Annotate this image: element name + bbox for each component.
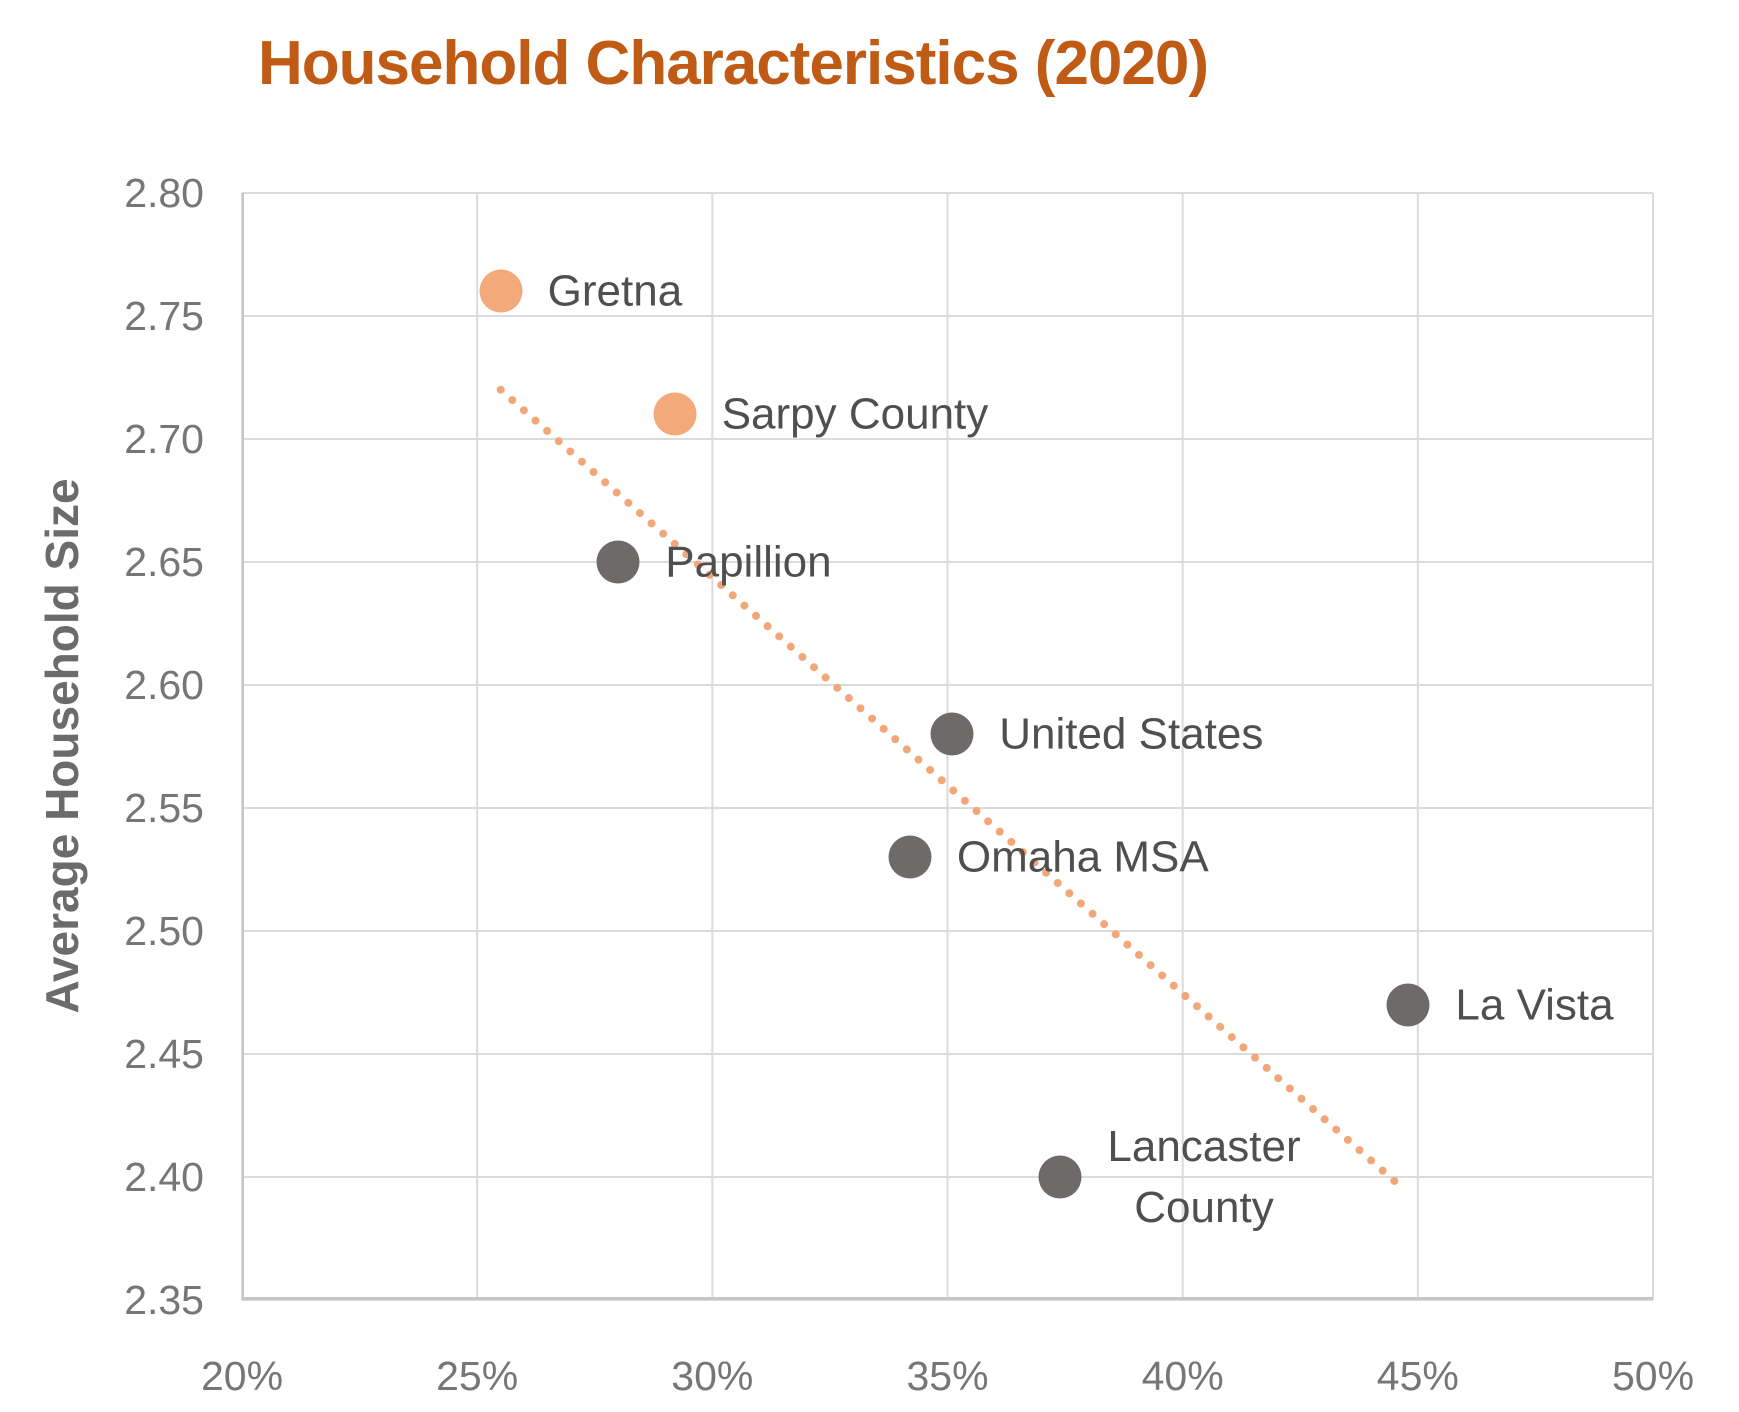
x-tick-label: 45% (1376, 1353, 1459, 1399)
chart-title: Household Characteristics (2020) (258, 29, 1209, 98)
y-tick-label: 2.55 (124, 785, 204, 831)
data-point-label: Sarpy County (721, 389, 989, 439)
y-tick-label: 2.35 (124, 1277, 204, 1323)
plot-area: Gretna Sarpy County Papillion United States… (241, 192, 1654, 1301)
trendline (496, 385, 1408, 1194)
y-tick-label: 2.75 (124, 293, 204, 339)
data-point (930, 712, 974, 756)
data-point (596, 540, 640, 584)
y-tick-label: 2.60 (124, 662, 204, 708)
x-tick-label: 35% (906, 1353, 989, 1399)
y-tick-label: 2.50 (124, 908, 204, 954)
data-point (653, 392, 697, 436)
y-tick-label: 2.45 (124, 1031, 204, 1077)
data-point (1386, 983, 1430, 1027)
y-tick-label: 2.70 (124, 416, 204, 462)
y-tick-label: 2.65 (124, 539, 204, 585)
data-point-label: Gretna (547, 266, 683, 316)
x-tick-label: 50% (1611, 1353, 1695, 1399)
x-tick-label: 25% (436, 1353, 519, 1399)
data-point-label: United States (999, 709, 1264, 759)
y-tick-label: 2.40 (124, 1154, 204, 1200)
y-tick-label: 2.80 (124, 170, 204, 216)
plot-svg (241, 192, 1654, 1301)
data-point (1038, 1155, 1082, 1199)
data-point-label: Lancaster County (1107, 1122, 1301, 1232)
data-point (888, 835, 932, 879)
data-point (479, 269, 523, 313)
x-tick-label: 30% (671, 1353, 754, 1399)
x-tick-label: 40% (1141, 1353, 1224, 1399)
x-tick-label: 20% (200, 1353, 284, 1399)
data-point-label: Papillion (665, 537, 832, 587)
data-point-label: Omaha MSA (956, 832, 1209, 882)
data-point-label: La Vista (1455, 980, 1614, 1030)
